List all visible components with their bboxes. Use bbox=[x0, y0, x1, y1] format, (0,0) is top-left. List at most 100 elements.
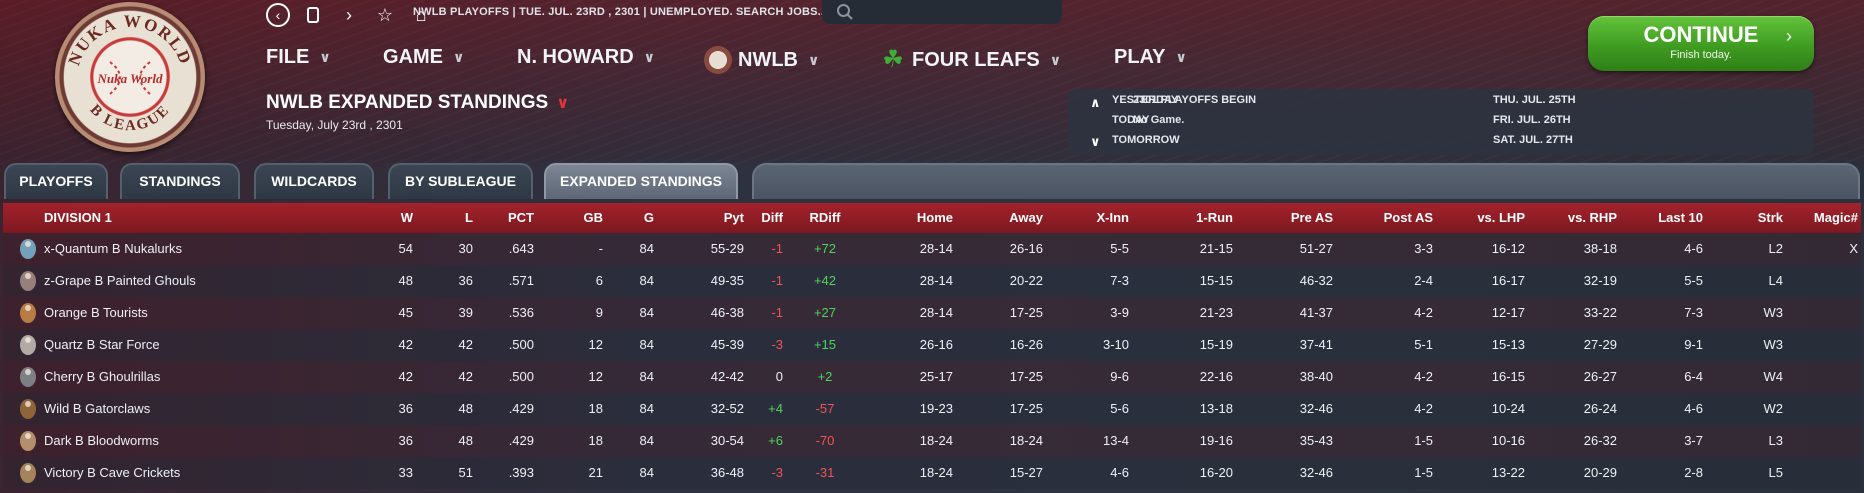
cell-pct: .429 bbox=[508, 401, 534, 416]
cell-l: 42 bbox=[458, 337, 473, 352]
column-header-strk[interactable]: Strk bbox=[1757, 210, 1783, 225]
cell-xinn: 5-5 bbox=[1110, 241, 1129, 256]
cell-team[interactable]: z-Grape B Painted Ghouls bbox=[44, 273, 196, 288]
cell-gb: 12 bbox=[588, 369, 603, 384]
column-header-home[interactable]: Home bbox=[916, 210, 953, 225]
cell-home: 28-14 bbox=[919, 305, 953, 320]
page-title[interactable]: NWLB EXPANDED STANDINGS ∨ bbox=[266, 92, 569, 114]
tab-playoffs[interactable]: PLAYOFFS bbox=[4, 163, 108, 199]
table-body: x-Quantum B Nukalurks 54 30 .643 - 84 55-29 -1 +… bbox=[3, 233, 1861, 489]
table-row[interactable]: Cherry B Ghoulrillas 42 42 .500 12 84 42-42 0 +2… bbox=[3, 361, 1861, 393]
chevron-down-icon[interactable]: ∨ bbox=[1090, 134, 1101, 149]
cell-vslhp: 16-15 bbox=[1491, 369, 1525, 384]
tab-bar-fill bbox=[752, 163, 1860, 199]
star-icon[interactable]: ☆ bbox=[376, 4, 394, 25]
tab-expanded-standings[interactable]: EXPANDED STANDINGS bbox=[544, 163, 738, 199]
table-row[interactable]: x-Quantum B Nukalurks 54 30 .643 - 84 55-29 -1 +… bbox=[3, 233, 1861, 265]
league-logo[interactable]: NUKA WORLD B LEAGUE Nuka World bbox=[55, 2, 205, 152]
cell-preas: 32-46 bbox=[1299, 465, 1333, 480]
column-header-w[interactable]: W bbox=[400, 210, 413, 225]
cell-team[interactable]: Victory B Cave Crickets bbox=[44, 465, 181, 480]
column-header-magic[interactable]: Magic# bbox=[1813, 210, 1858, 225]
cell-strk: L3 bbox=[1768, 433, 1783, 448]
table-row[interactable]: Orange B Tourists 45 39 .536 9 84 46-38 -1 +27 28… bbox=[3, 297, 1861, 329]
column-header-pyt[interactable]: Pyt bbox=[723, 210, 744, 225]
menu-play[interactable]: PLAY ∨ bbox=[1114, 46, 1187, 69]
column-header-xinn[interactable]: X-Inn bbox=[1096, 210, 1130, 225]
menu-league[interactable]: NWLB ∨ bbox=[704, 46, 819, 74]
cell-team[interactable]: Quartz B Star Force bbox=[44, 337, 160, 352]
cell-gb: 18 bbox=[588, 433, 603, 448]
status-line[interactable]: NWLB PLAYOFFS | TUE. JUL. 23RD , 2301 | … bbox=[413, 6, 828, 18]
cell-preas: 46-32 bbox=[1299, 273, 1333, 288]
forward-icon[interactable]: › bbox=[346, 4, 352, 25]
cell-pct: .500 bbox=[508, 337, 534, 352]
cell-preas: 38-40 bbox=[1299, 369, 1333, 384]
cell-magic bbox=[1793, 393, 1858, 425]
cell-magic bbox=[1793, 329, 1858, 361]
table-row[interactable]: Victory B Cave Crickets 33 51 .393 21 84 36-48… bbox=[3, 457, 1861, 489]
cell-xinn: 4-6 bbox=[1110, 465, 1129, 480]
calendar-upcoming-date[interactable]: SAT. JUL. 27TH bbox=[1493, 134, 1573, 146]
cell-l: 36 bbox=[458, 273, 473, 288]
cell-rdiff: +42 bbox=[813, 273, 837, 288]
cell-l: 51 bbox=[458, 465, 473, 480]
continue-button[interactable]: CONTINUE Finish today. › bbox=[1588, 16, 1814, 71]
document-icon[interactable] bbox=[300, 3, 326, 27]
cell-w: 45 bbox=[398, 305, 413, 320]
table-row[interactable]: Dark B Bloodworms 36 48 .429 18 84 30-54 +6 -70 1… bbox=[3, 425, 1861, 457]
cell-team[interactable]: Orange B Tourists bbox=[44, 305, 148, 320]
cell-team[interactable]: x-Quantum B Nukalurks bbox=[44, 241, 182, 256]
cell-team[interactable]: Cherry B Ghoulrillas bbox=[44, 369, 161, 384]
cell-diff: -3 bbox=[771, 465, 783, 480]
home-icon[interactable]: ⌂ bbox=[415, 4, 427, 25]
column-header-diff[interactable]: Diff bbox=[761, 210, 783, 225]
tab-wildcards[interactable]: WILDCARDS bbox=[254, 163, 374, 199]
menu-game[interactable]: GAME ∨ bbox=[383, 46, 464, 69]
tab-by-subleague[interactable]: BY SUBLEAGUE bbox=[388, 163, 533, 199]
chevron-up-icon[interactable]: ∧ bbox=[1090, 95, 1101, 110]
search-box[interactable] bbox=[822, 0, 1062, 24]
cell-team[interactable]: Dark B Bloodworms bbox=[44, 433, 159, 448]
cell-vslhp: 15-13 bbox=[1491, 337, 1525, 352]
column-header-post-as[interactable]: Post AS bbox=[1383, 210, 1433, 225]
column-header-g[interactable]: G bbox=[643, 210, 654, 225]
column-header-rdiff[interactable]: RDiff bbox=[809, 210, 841, 225]
column-header-one-run[interactable]: 1-Run bbox=[1196, 210, 1233, 225]
table-row[interactable]: Quartz B Star Force 42 42 .500 12 84 45-39 -3 +1… bbox=[3, 329, 1861, 361]
team-mascot-icon bbox=[20, 399, 36, 419]
team-mascot-icon bbox=[20, 271, 36, 291]
calendar-upcoming-date[interactable]: THU. JUL. 25TH bbox=[1493, 94, 1576, 106]
cell-team[interactable]: Wild B Gatorclaws bbox=[44, 401, 151, 416]
cell-pct: .429 bbox=[508, 433, 534, 448]
menu-team[interactable]: ☘ FOUR LEAFS ∨ bbox=[880, 46, 1061, 74]
column-header-pct[interactable]: PCT bbox=[508, 210, 534, 225]
cell-diff: +4 bbox=[768, 401, 783, 416]
cell-postas: 1-5 bbox=[1414, 433, 1433, 448]
menu-team-label: FOUR LEAFS bbox=[912, 48, 1040, 71]
cell-home: 18-24 bbox=[919, 465, 953, 480]
calendar-upcoming-date[interactable]: FRI. JUL. 26TH bbox=[1493, 114, 1571, 126]
team-mascot-icon bbox=[20, 239, 36, 259]
logo-text-bottom: B LEAGUE bbox=[87, 102, 172, 134]
tab-standings[interactable]: STANDINGS bbox=[120, 163, 240, 199]
table-row[interactable]: Wild B Gatorclaws 36 48 .429 18 84 32-52 +4 -57 1… bbox=[3, 393, 1861, 425]
cell-postas: 1-5 bbox=[1414, 465, 1433, 480]
column-header-away[interactable]: Away bbox=[1009, 210, 1043, 225]
table-row[interactable]: z-Grape B Painted Ghouls 48 36 .571 6 84 49-35… bbox=[3, 265, 1861, 297]
cell-magic bbox=[1793, 265, 1858, 297]
back-icon[interactable]: ‹ bbox=[266, 3, 290, 27]
column-header-vs-rhp[interactable]: vs. RHP bbox=[1567, 210, 1617, 225]
column-header-l[interactable]: L bbox=[465, 210, 473, 225]
menu-file[interactable]: FILE ∨ bbox=[266, 46, 331, 69]
cell-preas: 35-43 bbox=[1299, 433, 1333, 448]
column-header-gb[interactable]: GB bbox=[583, 210, 604, 225]
cell-w: 33 bbox=[398, 465, 413, 480]
column-header-division[interactable]: DIVISION 1 bbox=[44, 210, 112, 225]
menu-manager[interactable]: N. HOWARD ∨ bbox=[517, 46, 655, 69]
column-header-pre-as[interactable]: Pre AS bbox=[1290, 210, 1333, 225]
column-header-vs-lhp[interactable]: vs. LHP bbox=[1477, 210, 1525, 225]
cell-pct: .500 bbox=[508, 369, 534, 384]
cell-xinn: 3-10 bbox=[1102, 337, 1129, 352]
column-header-last-10[interactable]: Last 10 bbox=[1658, 210, 1703, 225]
